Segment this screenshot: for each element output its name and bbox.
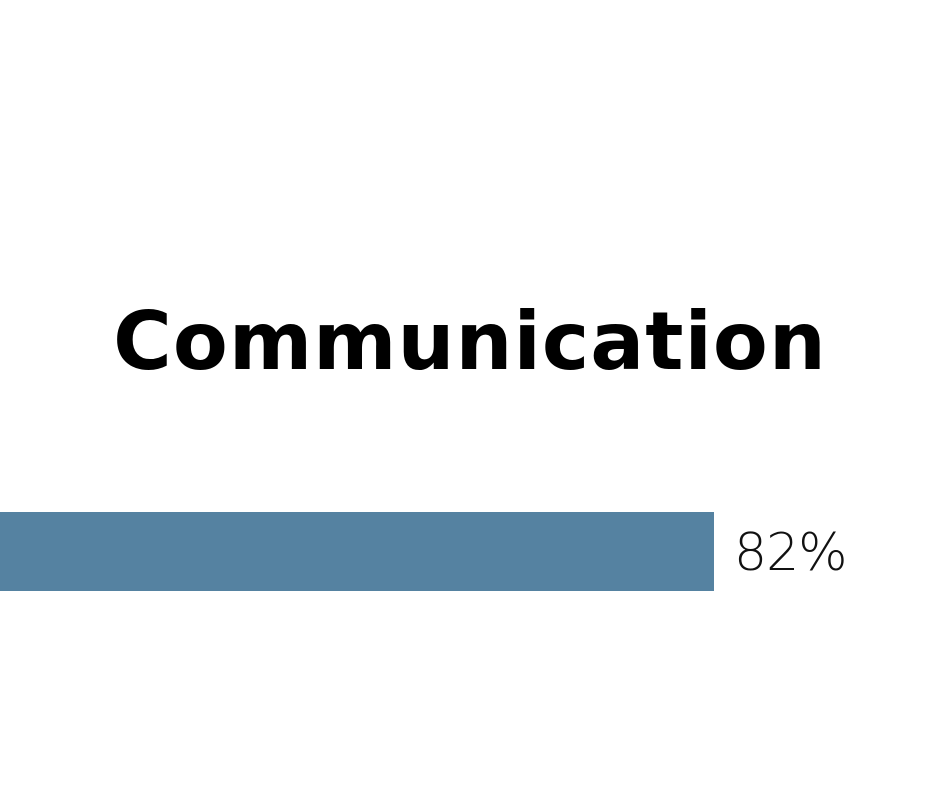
progress-bar [0, 512, 714, 591]
progress-percent-label: 82% [734, 523, 848, 583]
progress-bar-fill [0, 512, 714, 591]
skill-title: Communication [113, 295, 827, 388]
